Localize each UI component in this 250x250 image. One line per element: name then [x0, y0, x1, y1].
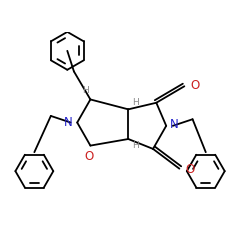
Text: O: O — [190, 79, 199, 92]
Text: H: H — [82, 86, 89, 95]
Text: H: H — [132, 98, 139, 107]
Text: N: N — [170, 118, 179, 131]
Text: N: N — [64, 116, 73, 129]
Text: H: H — [132, 141, 139, 150]
Text: O: O — [84, 150, 93, 163]
Text: O: O — [185, 163, 194, 176]
